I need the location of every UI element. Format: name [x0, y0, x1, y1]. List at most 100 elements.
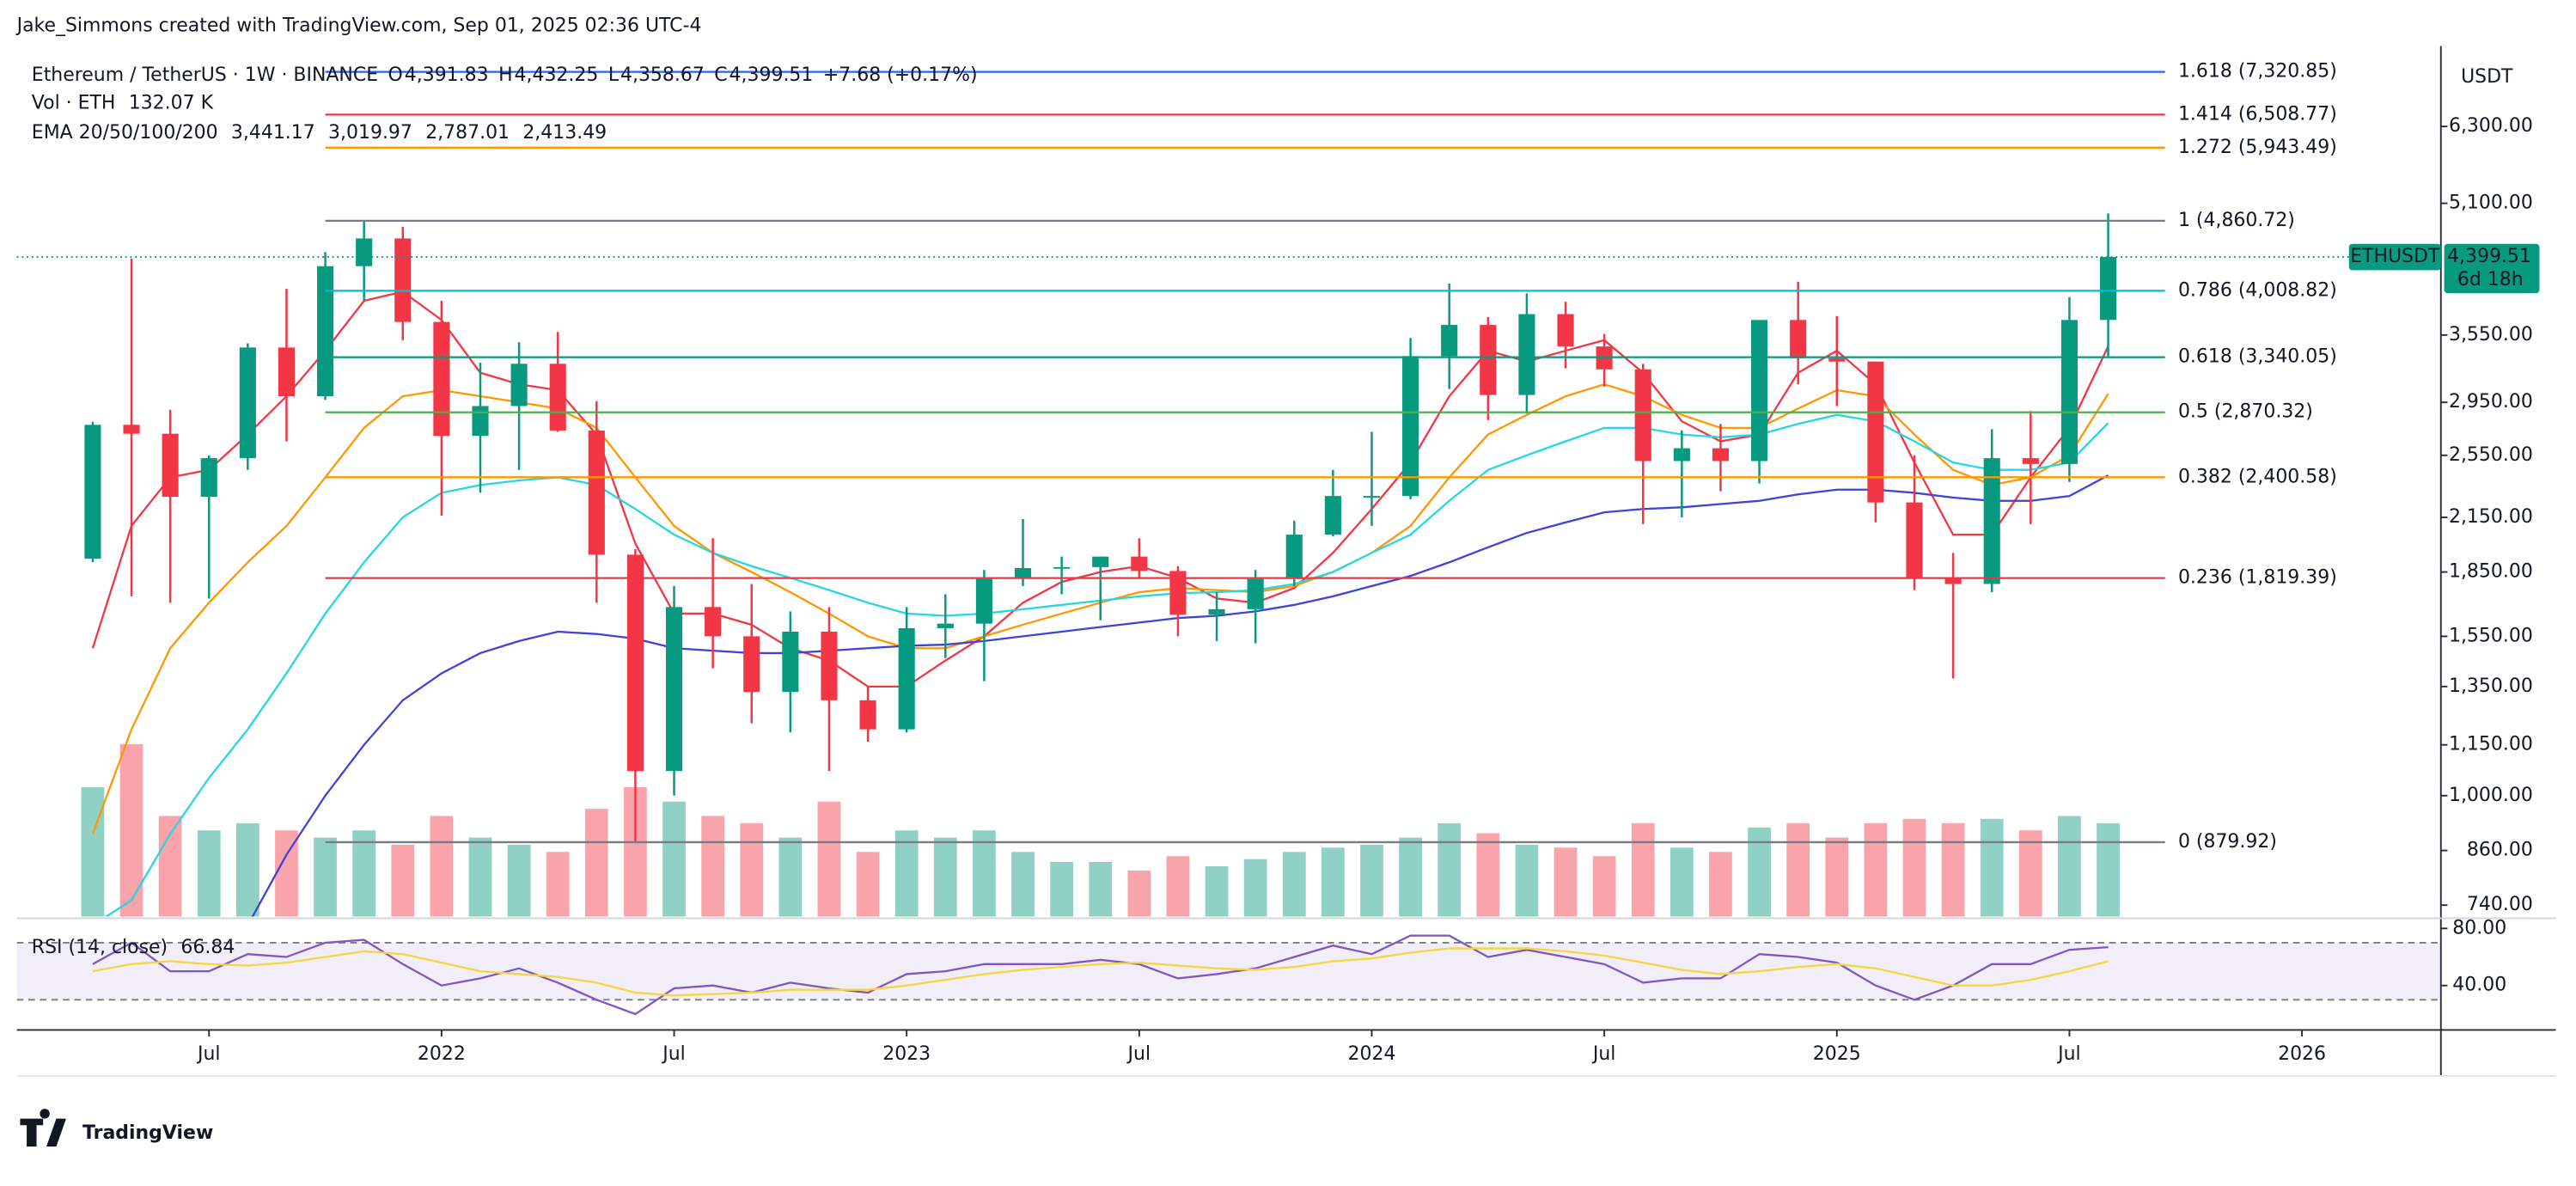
candle-body — [2022, 458, 2039, 464]
candle-body — [356, 238, 373, 266]
volume-bar — [119, 743, 143, 917]
candle-body — [1673, 448, 1690, 462]
x-tick-label: Jul — [1591, 1043, 1616, 1065]
logo-icon — [20, 1109, 66, 1147]
volume-bar — [1825, 837, 1849, 917]
legend-text: 3,441.17 — [231, 122, 315, 144]
candle-body — [626, 554, 644, 772]
legend-text: EMA 20/50/100/200 — [32, 122, 218, 144]
price-tag-countdown: 6d 18h — [2457, 269, 2524, 290]
volume-bar — [1786, 822, 1810, 917]
fib-label: 0.382 (2,400.58) — [2178, 466, 2337, 487]
candle-body — [1712, 448, 1730, 462]
volume-bar — [1476, 833, 1500, 917]
y-tick-label: 6,300.00 — [2449, 115, 2533, 137]
currency: USDT — [2461, 66, 2513, 88]
volume-bar — [1980, 818, 2004, 917]
y-tick-label: 1,000.00 — [2449, 785, 2533, 806]
fib-label: 0.786 (4,008.82) — [2178, 279, 2337, 301]
price-tag-value-box — [2444, 243, 2540, 294]
volume-bar — [314, 837, 337, 917]
candle-body — [1867, 361, 1884, 503]
candle-body — [1053, 566, 1071, 569]
price-tag-symbol: ETHUSDT — [2350, 246, 2440, 267]
volume-bar — [235, 822, 259, 917]
x-tick-label: Jul — [196, 1043, 221, 1065]
volume-bar — [2018, 830, 2042, 917]
x-tick-label: 2026 — [2278, 1043, 2326, 1065]
candle-body — [1092, 556, 1109, 567]
y-tick-label: 740.00 — [2467, 894, 2533, 915]
legend-text: 66.84 — [180, 937, 235, 958]
volume-bar — [1670, 847, 1694, 917]
legend-text: C — [714, 64, 727, 86]
x-tick-label: 2024 — [1348, 1043, 1396, 1065]
candle-body — [2060, 320, 2078, 464]
price-tag-price: 4,399.51 — [2447, 246, 2531, 267]
candle-body — [1518, 314, 1535, 395]
rsi-y-tick-label: 80.00 — [2452, 917, 2506, 938]
volume-bar — [584, 809, 608, 917]
volume-bar — [1205, 866, 1229, 917]
candle-body — [743, 636, 760, 693]
candle-body — [821, 631, 838, 700]
volume-bar — [507, 844, 531, 917]
rsi-ma-line — [92, 947, 2109, 997]
y-tick-label: 2,950.00 — [2449, 391, 2533, 413]
candle-body — [433, 321, 450, 437]
volume-bar — [817, 801, 841, 917]
x-tick-label: 2023 — [882, 1043, 931, 1065]
fib-label: 0.5 (2,870.32) — [2178, 401, 2313, 423]
candle-body — [588, 430, 605, 555]
legend-text: O — [388, 64, 403, 86]
volume-bar — [1709, 852, 1732, 917]
logo-text: TradingView — [82, 1122, 213, 1144]
volume-bar — [1050, 861, 1073, 917]
volume-bar — [1515, 844, 1539, 917]
legend-text: 2,413.49 — [522, 122, 607, 144]
volume-bar — [1438, 822, 1462, 917]
x-tick-label: 2022 — [418, 1043, 466, 1065]
rsi-line — [92, 934, 2109, 1016]
volume-bar — [1011, 852, 1035, 917]
x-tick-label: Jul — [2056, 1043, 2081, 1065]
legend-text: 132.07 K — [129, 92, 214, 113]
candle-body — [278, 347, 296, 397]
candle-body — [123, 425, 140, 434]
y-tick-label: 5,100.00 — [2449, 193, 2533, 214]
y-tick-label: 2,150.00 — [2449, 506, 2533, 528]
legend-text: RSI (14, close) — [32, 937, 168, 958]
candle-body — [1906, 502, 1923, 578]
rsi-band-fill — [16, 942, 2441, 1000]
volume-bar — [1321, 847, 1345, 917]
x-tick-label: Jul — [1126, 1043, 1151, 1065]
volume-bar — [352, 830, 376, 917]
fib-label: 1.414 (6,508.77) — [2178, 103, 2337, 125]
legend-text: Vol · ETH — [32, 92, 116, 113]
volume-bar — [158, 816, 182, 917]
volume-bar — [1941, 822, 1965, 917]
volume-bar — [933, 837, 957, 917]
rsi-pane — [16, 934, 2441, 1016]
volume-bar — [662, 801, 686, 917]
volume-bar — [1360, 844, 1383, 917]
candle-body — [782, 631, 799, 693]
candle-body — [200, 458, 217, 498]
legend-text: 4,358.67 — [620, 64, 705, 86]
candle-body — [1131, 556, 1148, 572]
candle-body — [1247, 578, 1264, 609]
candle-body — [1285, 535, 1303, 579]
volume-bar — [1748, 827, 1771, 917]
candle-body — [1014, 567, 1032, 578]
candle-body — [394, 238, 412, 322]
x-tick-label: Jul — [661, 1043, 686, 1065]
candle-body — [84, 425, 101, 559]
volume-bar — [1864, 822, 1888, 917]
candle-body — [317, 266, 334, 397]
legend-text: 4,432.25 — [515, 64, 599, 86]
volume-bar — [391, 844, 415, 917]
legend-text: 4,391.83 — [405, 64, 489, 86]
fib-label: 1 (4,860.72) — [2178, 210, 2295, 231]
candle-body — [1983, 458, 2000, 584]
